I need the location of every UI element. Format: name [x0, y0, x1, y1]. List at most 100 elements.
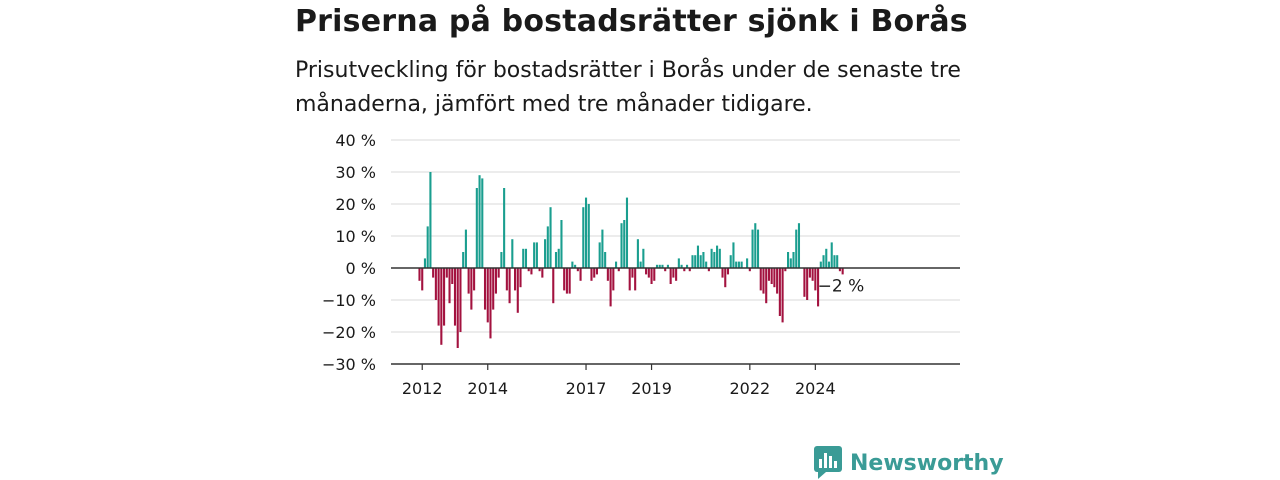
bar — [595, 268, 598, 275]
bar — [459, 268, 462, 332]
y-tick-label: 30 % — [335, 163, 376, 182]
bar — [628, 268, 631, 291]
y-tick-label: 40 % — [335, 131, 376, 150]
bar — [445, 268, 448, 278]
bar — [464, 229, 467, 268]
bar — [825, 248, 828, 268]
bar — [718, 248, 721, 268]
bar — [672, 268, 675, 278]
bar — [773, 268, 776, 288]
bar — [694, 255, 697, 268]
y-tick-label: 0 % — [346, 259, 376, 278]
bar — [429, 172, 432, 268]
bar — [554, 252, 558, 268]
bar — [546, 226, 549, 268]
bar — [453, 268, 457, 326]
bar — [792, 252, 795, 268]
bar — [669, 268, 672, 284]
bar — [795, 229, 798, 268]
y-tick-label: 10 % — [335, 227, 376, 246]
bar — [797, 223, 801, 268]
newsworthy-logo: Newsworthy — [814, 446, 1004, 480]
bar — [787, 252, 790, 268]
bar — [541, 268, 544, 278]
x-tick-label: 2014 — [467, 379, 508, 398]
last-value-label: −2 % — [818, 276, 865, 296]
bar — [462, 252, 465, 268]
bar — [740, 261, 743, 268]
bar — [841, 268, 844, 275]
axis-labels: 40 % 30 % 20 % 10 % 0 % −10 % −20 % −30 % 2012 20… — [322, 131, 864, 398]
bar — [675, 268, 678, 281]
bar — [754, 223, 757, 268]
brand-name: Newsworthy — [850, 450, 1004, 476]
bar — [737, 261, 740, 268]
bar — [655, 264, 659, 268]
bar — [748, 268, 751, 272]
bar — [817, 268, 820, 307]
bar — [590, 268, 593, 281]
bar — [418, 268, 421, 281]
bar — [421, 268, 424, 291]
bar — [699, 255, 702, 268]
bar — [833, 255, 836, 268]
bar — [486, 268, 489, 323]
bar — [778, 268, 781, 316]
bar — [538, 268, 541, 272]
bar — [593, 268, 596, 278]
bar — [639, 261, 642, 268]
bar — [552, 268, 555, 304]
bar — [732, 242, 735, 268]
x-tick-label: 2019 — [631, 379, 672, 398]
bar — [770, 268, 773, 284]
bar — [811, 268, 814, 281]
bar — [530, 268, 533, 275]
bar — [516, 268, 519, 313]
bar — [470, 268, 473, 310]
bar — [756, 229, 760, 268]
y-tick-label: 20 % — [335, 195, 376, 214]
bar — [606, 268, 609, 281]
bar — [500, 252, 503, 268]
bar — [492, 268, 495, 310]
bars — [418, 172, 844, 348]
bar — [448, 268, 451, 304]
bar — [549, 207, 552, 268]
bar — [827, 261, 831, 268]
bar — [716, 245, 719, 268]
bar — [625, 197, 629, 268]
bar — [781, 268, 784, 323]
bar — [647, 268, 650, 278]
bar — [494, 268, 497, 294]
bar — [814, 268, 817, 291]
y-tick-label: −20 % — [322, 323, 376, 342]
bar — [836, 255, 839, 268]
bar — [789, 258, 792, 268]
bar — [524, 248, 528, 268]
bar — [713, 252, 716, 268]
bar — [508, 268, 511, 304]
y-tick-label: −30 % — [322, 355, 376, 374]
y-tick-label: −10 % — [322, 291, 376, 310]
bar — [483, 268, 487, 310]
bar — [437, 268, 440, 326]
bar — [535, 242, 538, 268]
bar — [658, 264, 661, 268]
x-tick-label: 2017 — [566, 379, 607, 398]
bar — [604, 252, 607, 268]
bar — [456, 268, 459, 348]
bar — [615, 261, 618, 268]
bar — [806, 268, 809, 300]
bar — [666, 264, 669, 268]
bar — [519, 268, 522, 288]
bar — [710, 248, 713, 268]
bar — [746, 258, 749, 268]
bar — [691, 255, 694, 268]
bar — [822, 255, 825, 268]
bar — [705, 261, 708, 268]
bar — [584, 197, 588, 268]
bar — [765, 268, 768, 304]
bar — [565, 268, 568, 294]
bar — [434, 268, 437, 300]
